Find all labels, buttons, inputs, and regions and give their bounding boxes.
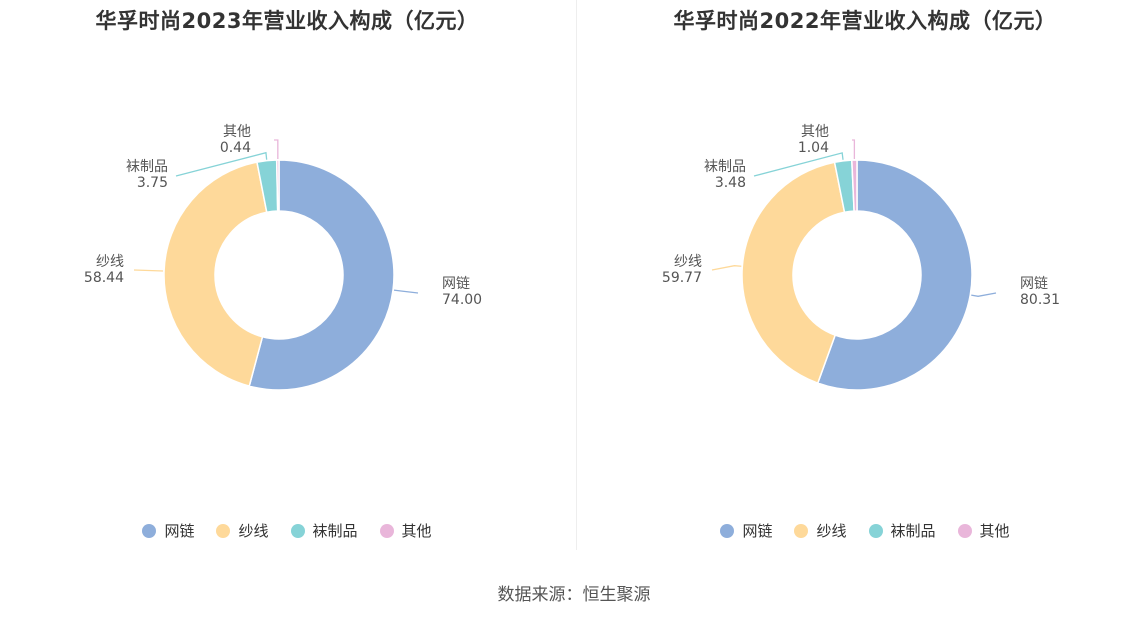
legend-item-wazhipin[interactable]: 袜制品: [868, 520, 936, 541]
legend-2022: 网链 纱线 袜制品 其他: [578, 520, 1148, 541]
legend-item-shaxian[interactable]: 纱线: [794, 520, 847, 541]
legend-label: 纱线: [238, 522, 269, 540]
data-label-name-wazhipin: 袜制品: [704, 159, 746, 175]
legend-marker-icon: [379, 523, 394, 538]
data-label-name-qita: 其他: [223, 124, 251, 140]
data-label-value-wanglian: 80.31: [1020, 292, 1060, 308]
legend-item-qita[interactable]: 其他: [957, 520, 1010, 541]
leader-line-wanglian: [393, 289, 419, 294]
data-label-name-wanglian: 网链: [442, 276, 470, 292]
legend-item-qita[interactable]: 其他: [379, 520, 432, 541]
data-label-value-qita: 0.44: [220, 140, 251, 156]
legend-label: 网链: [742, 522, 773, 540]
slice-qita[interactable]: [851, 159, 858, 212]
legend-2023: 网链 纱线 袜制品 其他: [0, 520, 574, 541]
legend-item-wanglian[interactable]: 网链: [720, 520, 772, 541]
chart-panel-2022: 华孚时尚2022年营业收入构成（亿元） 网链 80.31 纱线 59.77 袜制品 3.4…: [578, 0, 1148, 560]
leader-line-shaxian: [711, 265, 742, 271]
data-label-name-qita: 其他: [801, 124, 829, 140]
data-label-value-qita: 1.04: [798, 140, 829, 156]
legend-label: 袜制品: [312, 522, 358, 540]
legend-label: 其他: [979, 522, 1010, 540]
slice-qita[interactable]: [275, 159, 280, 212]
leader-line-wazhipin: [175, 151, 268, 177]
legend-item-wanglian[interactable]: 网链: [142, 520, 194, 541]
chart-title-2022: 华孚时尚2022年营业收入构成（亿元）: [673, 9, 1057, 33]
leader-line-wanglian: [971, 292, 997, 297]
chart-title-2023: 华孚时尚2023年营业收入构成（亿元）: [95, 9, 479, 33]
panel-divider: [576, 0, 577, 550]
data-label-name-shaxian: 纱线: [96, 254, 124, 270]
data-label-name-wanglian: 网链: [1020, 276, 1048, 292]
legend-marker-icon: [290, 523, 305, 538]
leader-line-qita: [852, 139, 856, 160]
legend-marker-icon: [957, 523, 972, 538]
data-label-value-wazhipin: 3.75: [137, 175, 168, 191]
legend-item-wazhipin[interactable]: 袜制品: [290, 520, 358, 541]
leader-line-qita: [274, 139, 279, 160]
legend-marker-icon: [868, 523, 883, 538]
legend-marker-icon: [794, 523, 809, 538]
legend-item-shaxian[interactable]: 纱线: [216, 520, 269, 541]
data-label-name-shaxian: 纱线: [674, 254, 702, 270]
slice-shaxian[interactable]: [163, 161, 268, 388]
slice-wanglian[interactable]: [816, 159, 973, 391]
legend-label: 网链: [164, 522, 195, 540]
slice-shaxian[interactable]: [741, 161, 846, 385]
legend-label: 袜制品: [890, 522, 936, 540]
leader-line-shaxian: [133, 269, 164, 272]
data-label-name-wazhipin: 袜制品: [126, 159, 168, 175]
data-label-value-wazhipin: 3.48: [715, 175, 746, 191]
legend-label: 其他: [401, 522, 432, 540]
legend-label: 纱线: [816, 522, 847, 540]
data-label-value-wanglian: 74.00: [442, 292, 482, 308]
data-source: 数据来源：恒生聚源: [497, 585, 651, 605]
legend-marker-icon: [142, 523, 157, 538]
data-label-value-shaxian: 59.77: [662, 270, 702, 286]
slice-wanglian[interactable]: [248, 159, 395, 391]
legend-marker-icon: [216, 523, 231, 538]
data-label-value-shaxian: 58.44: [84, 270, 124, 286]
legend-marker-icon: [720, 523, 735, 538]
leader-line-wazhipin: [753, 152, 844, 177]
chart-panel-2023: 华孚时尚2023年营业收入构成（亿元） 网链 74.00 纱线 58.44 袜制品 3.7…: [0, 0, 574, 560]
